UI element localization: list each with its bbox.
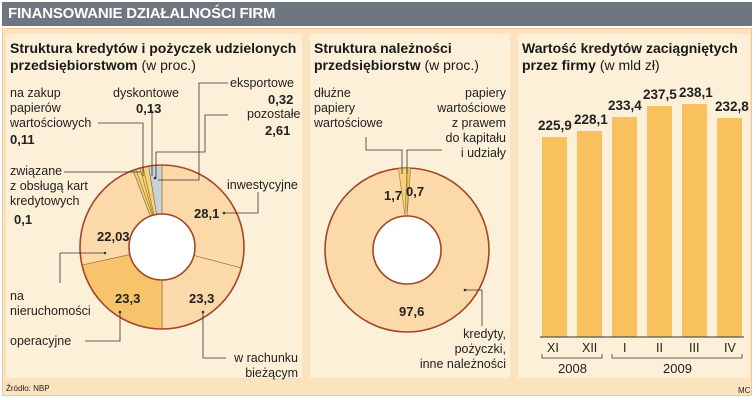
header-title: FINANSOWANIE DZIAŁALNOŚCI FIRM	[8, 5, 276, 22]
panel1-title: Struktura kredytów i pożyczek udzielonyc…	[10, 40, 297, 73]
panel3-title: Wartość kredytów zaciągniętych przez fir…	[522, 40, 738, 73]
bar-iii	[682, 104, 707, 337]
bar-value-ii: 237,5	[643, 87, 677, 102]
author-initials: MC	[738, 386, 751, 395]
label-zakup: na zakup papierów wartościowych	[10, 86, 92, 130]
label-pozostale: pozostałe	[247, 107, 301, 121]
label-operacyjne: operacyjne	[10, 334, 72, 348]
label-eksportowe: eksportowe	[230, 76, 294, 90]
panel2-title: Struktura należności przedsiębiorstw (w …	[314, 40, 479, 73]
month-i: I	[623, 341, 627, 355]
month-xii: XII	[582, 341, 598, 355]
value-inwestycyjne: 28,1	[194, 206, 220, 221]
bar-ii	[647, 106, 672, 337]
month-iv: IV	[724, 341, 736, 355]
month-xi: XI	[547, 341, 559, 355]
bar-value-xii: 228,1	[574, 112, 608, 127]
value-pozostale: 2,61	[265, 123, 291, 138]
value-zakup: 0,11	[10, 132, 35, 147]
bar-xi	[542, 137, 567, 337]
label-papiery-kapital: papiery wartościowe z prawem do kapitału i u…	[437, 86, 506, 160]
label-karty: związane z obsługą kart kredytowych	[10, 164, 88, 208]
value-karty: 0,1	[14, 212, 33, 227]
value-eksportowe: 0,32	[268, 92, 294, 107]
bar-value-i: 233,4	[608, 98, 642, 113]
bar-xii	[577, 131, 602, 337]
bar-iv	[717, 118, 742, 337]
value-kredyty: 97,6	[399, 304, 425, 319]
label-nieruchomosci: na nieruchomości	[10, 289, 91, 318]
label-kredyty: kredyty, pożyczki, inne należności	[419, 327, 506, 371]
label-inwestycyjne: inwestycyjne	[227, 178, 298, 192]
bar-value-iv: 232,8	[715, 99, 749, 114]
label-dyskontowe: dyskontowe	[113, 86, 180, 100]
bar-value-xi: 225,9	[538, 118, 572, 133]
value-nieruchomosci: 22,03	[97, 229, 130, 244]
label-dluzne: dłużne papiery wartościowe	[314, 86, 383, 130]
value-papiery-kapital: 0,7	[406, 184, 425, 199]
header-bar: FINANSOWANIE DZIAŁALNOŚCI FIRM	[2, 2, 752, 26]
value-biezacy: 23,3	[189, 291, 215, 306]
label-biezacy: w rachunku bieżącym	[234, 351, 298, 380]
month-iii: III	[689, 341, 700, 355]
year-2008: 2008	[558, 361, 587, 376]
bar-value-iii: 238,1	[679, 85, 713, 100]
value-dluzne: 1,7	[384, 188, 403, 203]
bar-i	[612, 117, 637, 337]
year-2009: 2009	[663, 361, 692, 376]
source-note: Źródło: NBP	[6, 384, 50, 393]
value-operacyjne: 23,3	[115, 291, 141, 306]
value-dyskontowe: 0,13	[136, 101, 162, 116]
month-ii: II	[656, 341, 663, 355]
